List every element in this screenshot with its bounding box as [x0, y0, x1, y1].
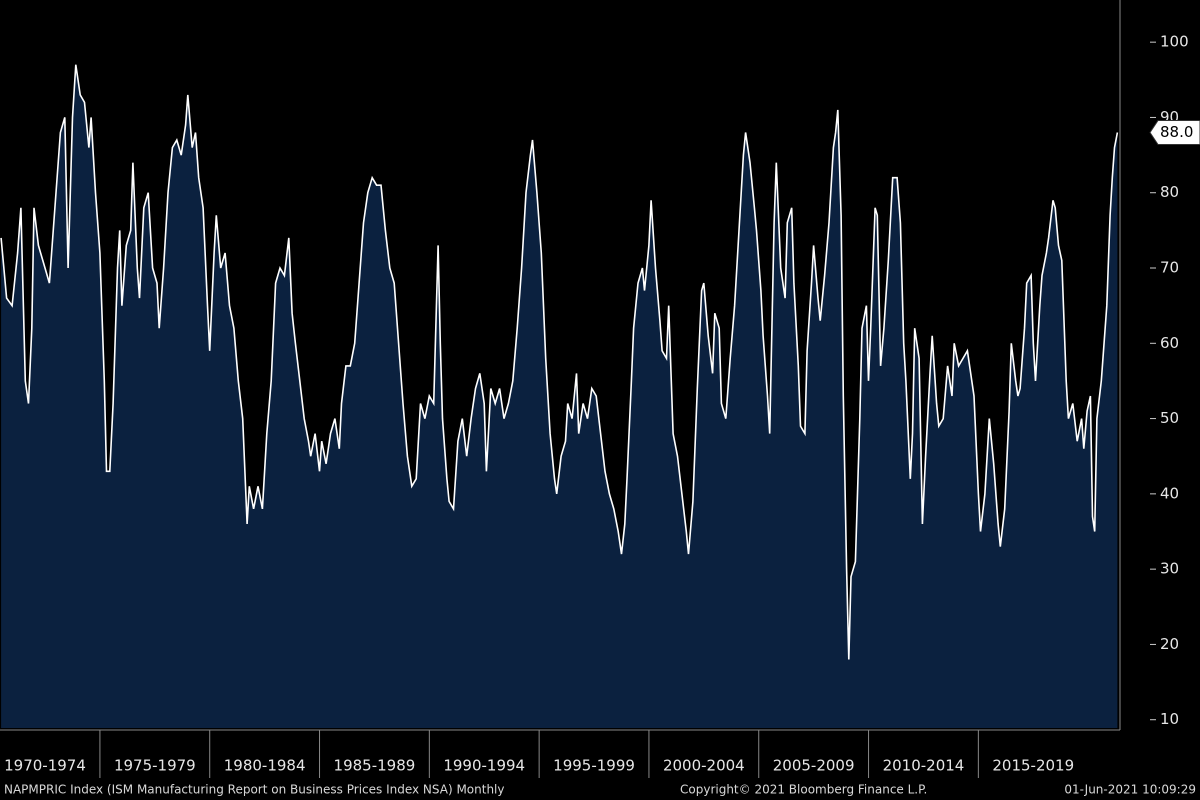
area: [1, 64, 1118, 728]
y-tick-label: 80: [1160, 183, 1179, 201]
last-value-label: 88.0: [1160, 123, 1193, 141]
x-tick-label: 2005-2009: [773, 757, 855, 775]
footer-left: NAPMPRIC Index (ISM Manufacturing Report…: [4, 783, 505, 797]
x-tick-label: 2000-2004: [663, 757, 745, 775]
x-tick-label: 1990-1994: [443, 757, 525, 775]
y-tick-label: 50: [1160, 409, 1179, 427]
x-tick-label: 1980-1984: [224, 757, 306, 775]
y-tick-label: 60: [1160, 334, 1179, 352]
plot: [0, 64, 1119, 728]
x-tick-label: 2015-2019: [992, 757, 1074, 775]
y-tick-label: 20: [1160, 635, 1179, 653]
y-tick-label: 10: [1160, 710, 1179, 728]
y-tick-label: 100: [1160, 33, 1189, 51]
x-tick-label: 1995-1999: [553, 757, 635, 775]
x-tick-label: 2010-2014: [883, 757, 965, 775]
x-tick-label: 1975-1979: [114, 757, 196, 775]
y-tick-label: 70: [1160, 259, 1179, 277]
y-tick-label: 30: [1160, 560, 1179, 578]
line: [0, 64, 1119, 660]
footer-center: Copyright© 2021 Bloomberg Finance L.P.: [680, 783, 927, 797]
y-tick-label: 40: [1160, 484, 1179, 502]
footer-right: 01-Jun-2021 10:09:29: [1064, 783, 1196, 797]
x-tick-label: 1985-1989: [334, 757, 416, 775]
x-tick-label: 1970-1974: [4, 757, 86, 775]
last-value-box: [1149, 120, 1200, 146]
